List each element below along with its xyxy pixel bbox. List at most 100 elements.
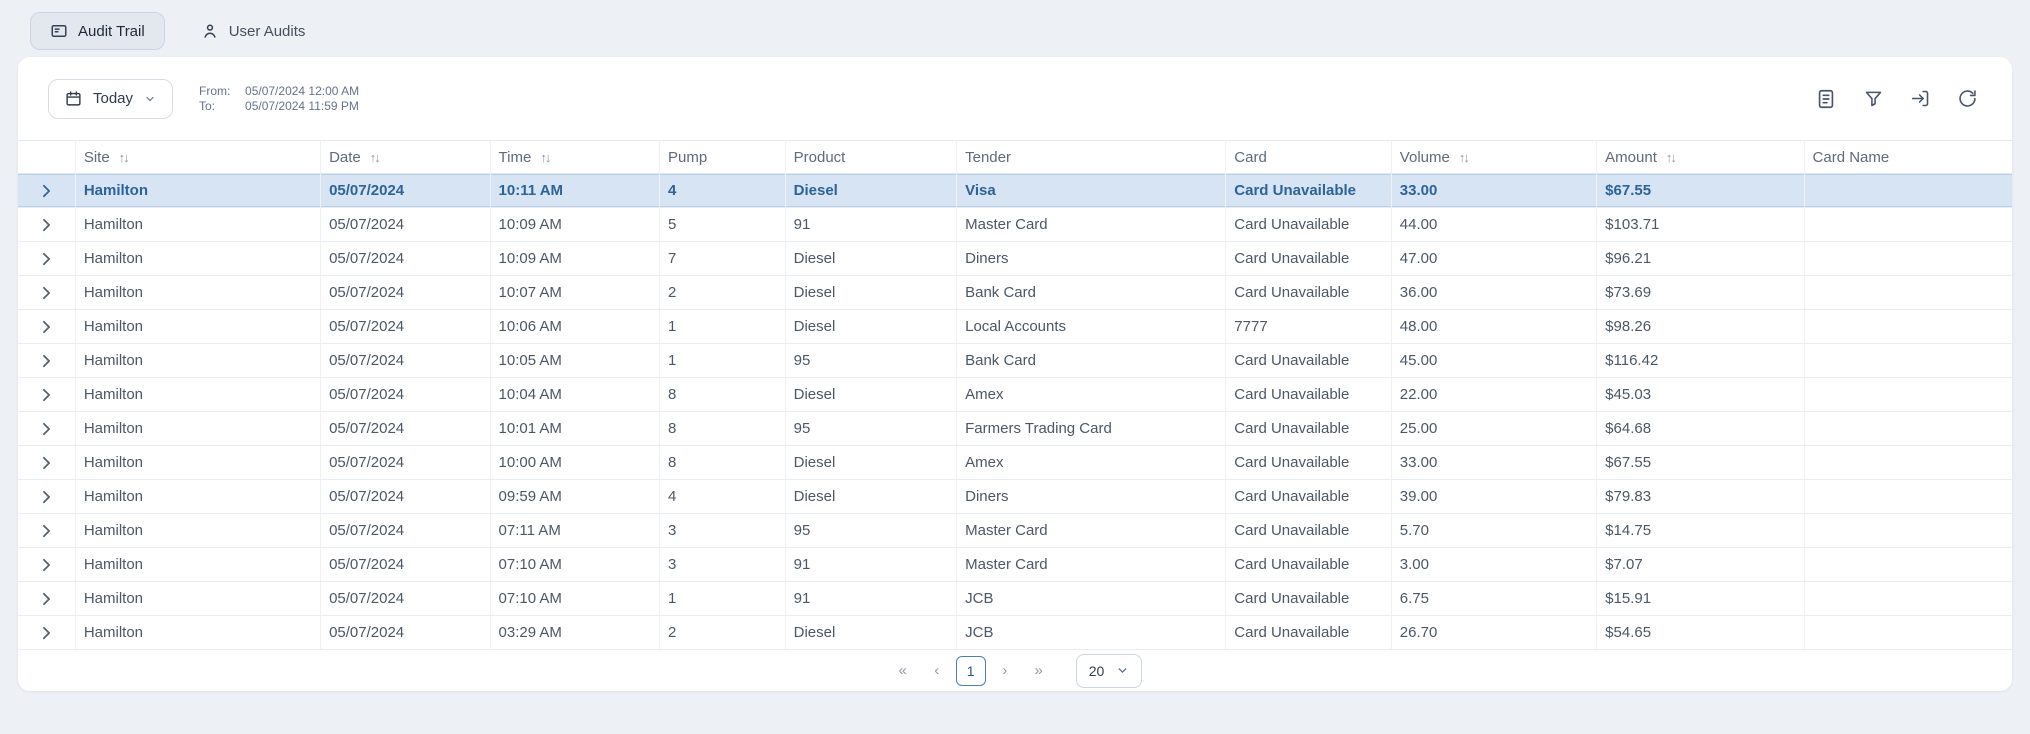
row-expand-chevron-icon[interactable] (18, 242, 76, 276)
column-header-pump: Pump (660, 140, 786, 174)
table-row[interactable]: Hamilton 05/07/2024 07:10 AM 1 91 JCB Card Una… (18, 582, 2012, 616)
row-expand-chevron-icon[interactable] (18, 548, 76, 582)
cell-time: 09:59 AM (490, 480, 661, 514)
date-range-label: Today (93, 90, 134, 107)
row-expand-chevron-icon[interactable] (18, 582, 76, 616)
tab-audit-trail[interactable]: Audit Trail (30, 12, 165, 50)
table-row[interactable]: Hamilton 05/07/2024 10:05 AM 1 95 Bank Card Ca… (18, 344, 2012, 378)
column-header-product: Product (785, 140, 958, 174)
column-header-amount[interactable]: Amount ↑↓ (1597, 140, 1805, 174)
tab-label: Audit Trail (78, 22, 145, 40)
table-row[interactable]: Hamilton 05/07/2024 10:01 AM 8 95 Farmers Tra… (18, 412, 2012, 446)
cell-pump: 4 (660, 174, 786, 208)
column-label: Amount (1605, 148, 1657, 166)
cell-card_name (1804, 378, 2012, 412)
cell-date: 05/07/2024 (321, 514, 491, 548)
tab-user-audits[interactable]: User Audits (181, 12, 326, 50)
prev-page-button[interactable]: ‹ (922, 656, 952, 686)
cell-product: Diesel (785, 276, 958, 310)
table-row[interactable]: Hamilton 05/07/2024 09:59 AM 4 Diesel Diners C… (18, 480, 2012, 514)
row-expand-chevron-icon[interactable] (18, 412, 76, 446)
table-row[interactable]: Hamilton 05/07/2024 10:00 AM 8 Diesel Amex Car… (18, 446, 2012, 480)
cell-pump: 2 (660, 616, 786, 650)
cell-tender: Farmers Trading Card (957, 412, 1227, 446)
row-expand-chevron-icon[interactable] (18, 344, 76, 378)
row-expand-chevron-icon[interactable] (18, 208, 76, 242)
cell-card: Card Unavailable (1226, 480, 1392, 514)
row-expand-chevron-icon[interactable] (18, 514, 76, 548)
cell-volume: 6.75 (1391, 582, 1598, 616)
cell-date: 05/07/2024 (321, 310, 491, 344)
cell-time: 10:07 AM (490, 276, 661, 310)
cell-amount: $67.55 (1597, 446, 1805, 480)
row-expand-chevron-icon[interactable] (18, 446, 76, 480)
cell-time: 07:10 AM (490, 582, 661, 616)
report-button[interactable] (1807, 80, 1845, 118)
column-header-tender: Tender (957, 140, 1227, 174)
cell-product: Diesel (785, 310, 958, 344)
cell-product: 91 (785, 548, 958, 582)
cell-tender: Master Card (957, 208, 1227, 242)
cell-date: 05/07/2024 (321, 446, 491, 480)
table-row[interactable]: Hamilton 05/07/2024 10:07 AM 2 Diesel Bank Ca… (18, 276, 2012, 310)
cell-card_name (1804, 242, 2012, 276)
column-header-time[interactable]: Time ↑↓ (490, 140, 661, 174)
cell-card_name (1804, 174, 2012, 208)
cell-site: Hamilton (75, 582, 322, 616)
cell-time: 10:11 AM (490, 174, 661, 208)
row-expand-chevron-icon[interactable] (18, 616, 76, 650)
cell-card_name (1804, 276, 2012, 310)
column-label: Card Name (1812, 148, 1890, 166)
row-expand-chevron-icon[interactable] (18, 174, 76, 208)
column-header-card_name: Card Name (1804, 140, 2012, 174)
cell-card_name (1804, 582, 2012, 616)
date-range-button[interactable]: Today (48, 78, 174, 119)
row-expand-chevron-icon[interactable] (18, 378, 76, 412)
first-page-button[interactable]: « (888, 656, 918, 686)
cell-card: Card Unavailable (1226, 446, 1392, 480)
refresh-button[interactable] (1948, 80, 1986, 118)
column-header-volume[interactable]: Volume ↑↓ (1391, 140, 1598, 174)
row-expand-chevron-icon[interactable] (18, 310, 76, 344)
cell-card_name (1804, 548, 2012, 582)
table-row[interactable]: Hamilton 05/07/2024 10:04 AM 8 Diesel Amex Car… (18, 378, 2012, 412)
table-row[interactable]: Hamilton 05/07/2024 10:06 AM 1 Diesel Local A… (18, 310, 2012, 344)
sort-icon[interactable]: ↑↓ (369, 149, 381, 165)
page-size-select[interactable]: 20 (1075, 653, 1143, 688)
audit-table: Site ↑↓ Date ↑↓ Time ↑↓ Pump Product Tender Card V… (18, 140, 2012, 650)
sort-icon[interactable]: ↑↓ (1458, 149, 1470, 165)
sort-icon[interactable]: ↑↓ (118, 149, 130, 165)
cell-pump: 1 (660, 310, 786, 344)
table-row[interactable]: Hamilton 05/07/2024 07:10 AM 3 91 Master Card… (18, 548, 2012, 582)
last-page-button[interactable]: » (1024, 656, 1054, 686)
table-row[interactable]: Hamilton 05/07/2024 03:29 AM 2 Diesel JCB Card… (18, 616, 2012, 650)
column-label: Site (83, 148, 110, 166)
column-label: Pump (668, 148, 708, 166)
column-header-date[interactable]: Date ↑↓ (321, 140, 491, 174)
cell-tender: Master Card (957, 514, 1227, 548)
cell-product: 91 (785, 582, 958, 616)
to-label: To: (199, 98, 216, 113)
column-header-site[interactable]: Site ↑↓ (75, 140, 322, 174)
row-expand-chevron-icon[interactable] (18, 480, 76, 514)
cell-pump: 8 (660, 446, 786, 480)
table-row[interactable]: Hamilton 05/07/2024 10:09 AM 5 91 Master Card… (18, 208, 2012, 242)
cell-volume: 45.00 (1391, 344, 1598, 378)
cell-product: Diesel (785, 446, 958, 480)
table-row[interactable]: Hamilton 05/07/2024 07:11 AM 3 95 Master Card… (18, 514, 2012, 548)
cell-date: 05/07/2024 (321, 616, 491, 650)
cell-card: Card Unavailable (1226, 616, 1392, 650)
export-button[interactable] (1901, 80, 1939, 118)
table-row[interactable]: Hamilton 05/07/2024 10:09 AM 7 Diesel Diners C… (18, 242, 2012, 276)
cell-date: 05/07/2024 (321, 276, 491, 310)
next-page-button[interactable]: › (990, 656, 1020, 686)
row-expand-chevron-icon[interactable] (18, 276, 76, 310)
table-row[interactable]: Hamilton 05/07/2024 10:11 AM 4 Diesel Visa Car… (18, 174, 2012, 208)
current-page-button[interactable]: 1 (955, 655, 986, 686)
filter-button[interactable] (1854, 80, 1892, 118)
sort-icon[interactable]: ↑↓ (540, 149, 551, 165)
sort-icon[interactable]: ↑↓ (1665, 149, 1677, 165)
cell-card: Card Unavailable (1226, 208, 1392, 242)
cell-time: 10:00 AM (490, 446, 661, 480)
cell-date: 05/07/2024 (321, 174, 491, 208)
